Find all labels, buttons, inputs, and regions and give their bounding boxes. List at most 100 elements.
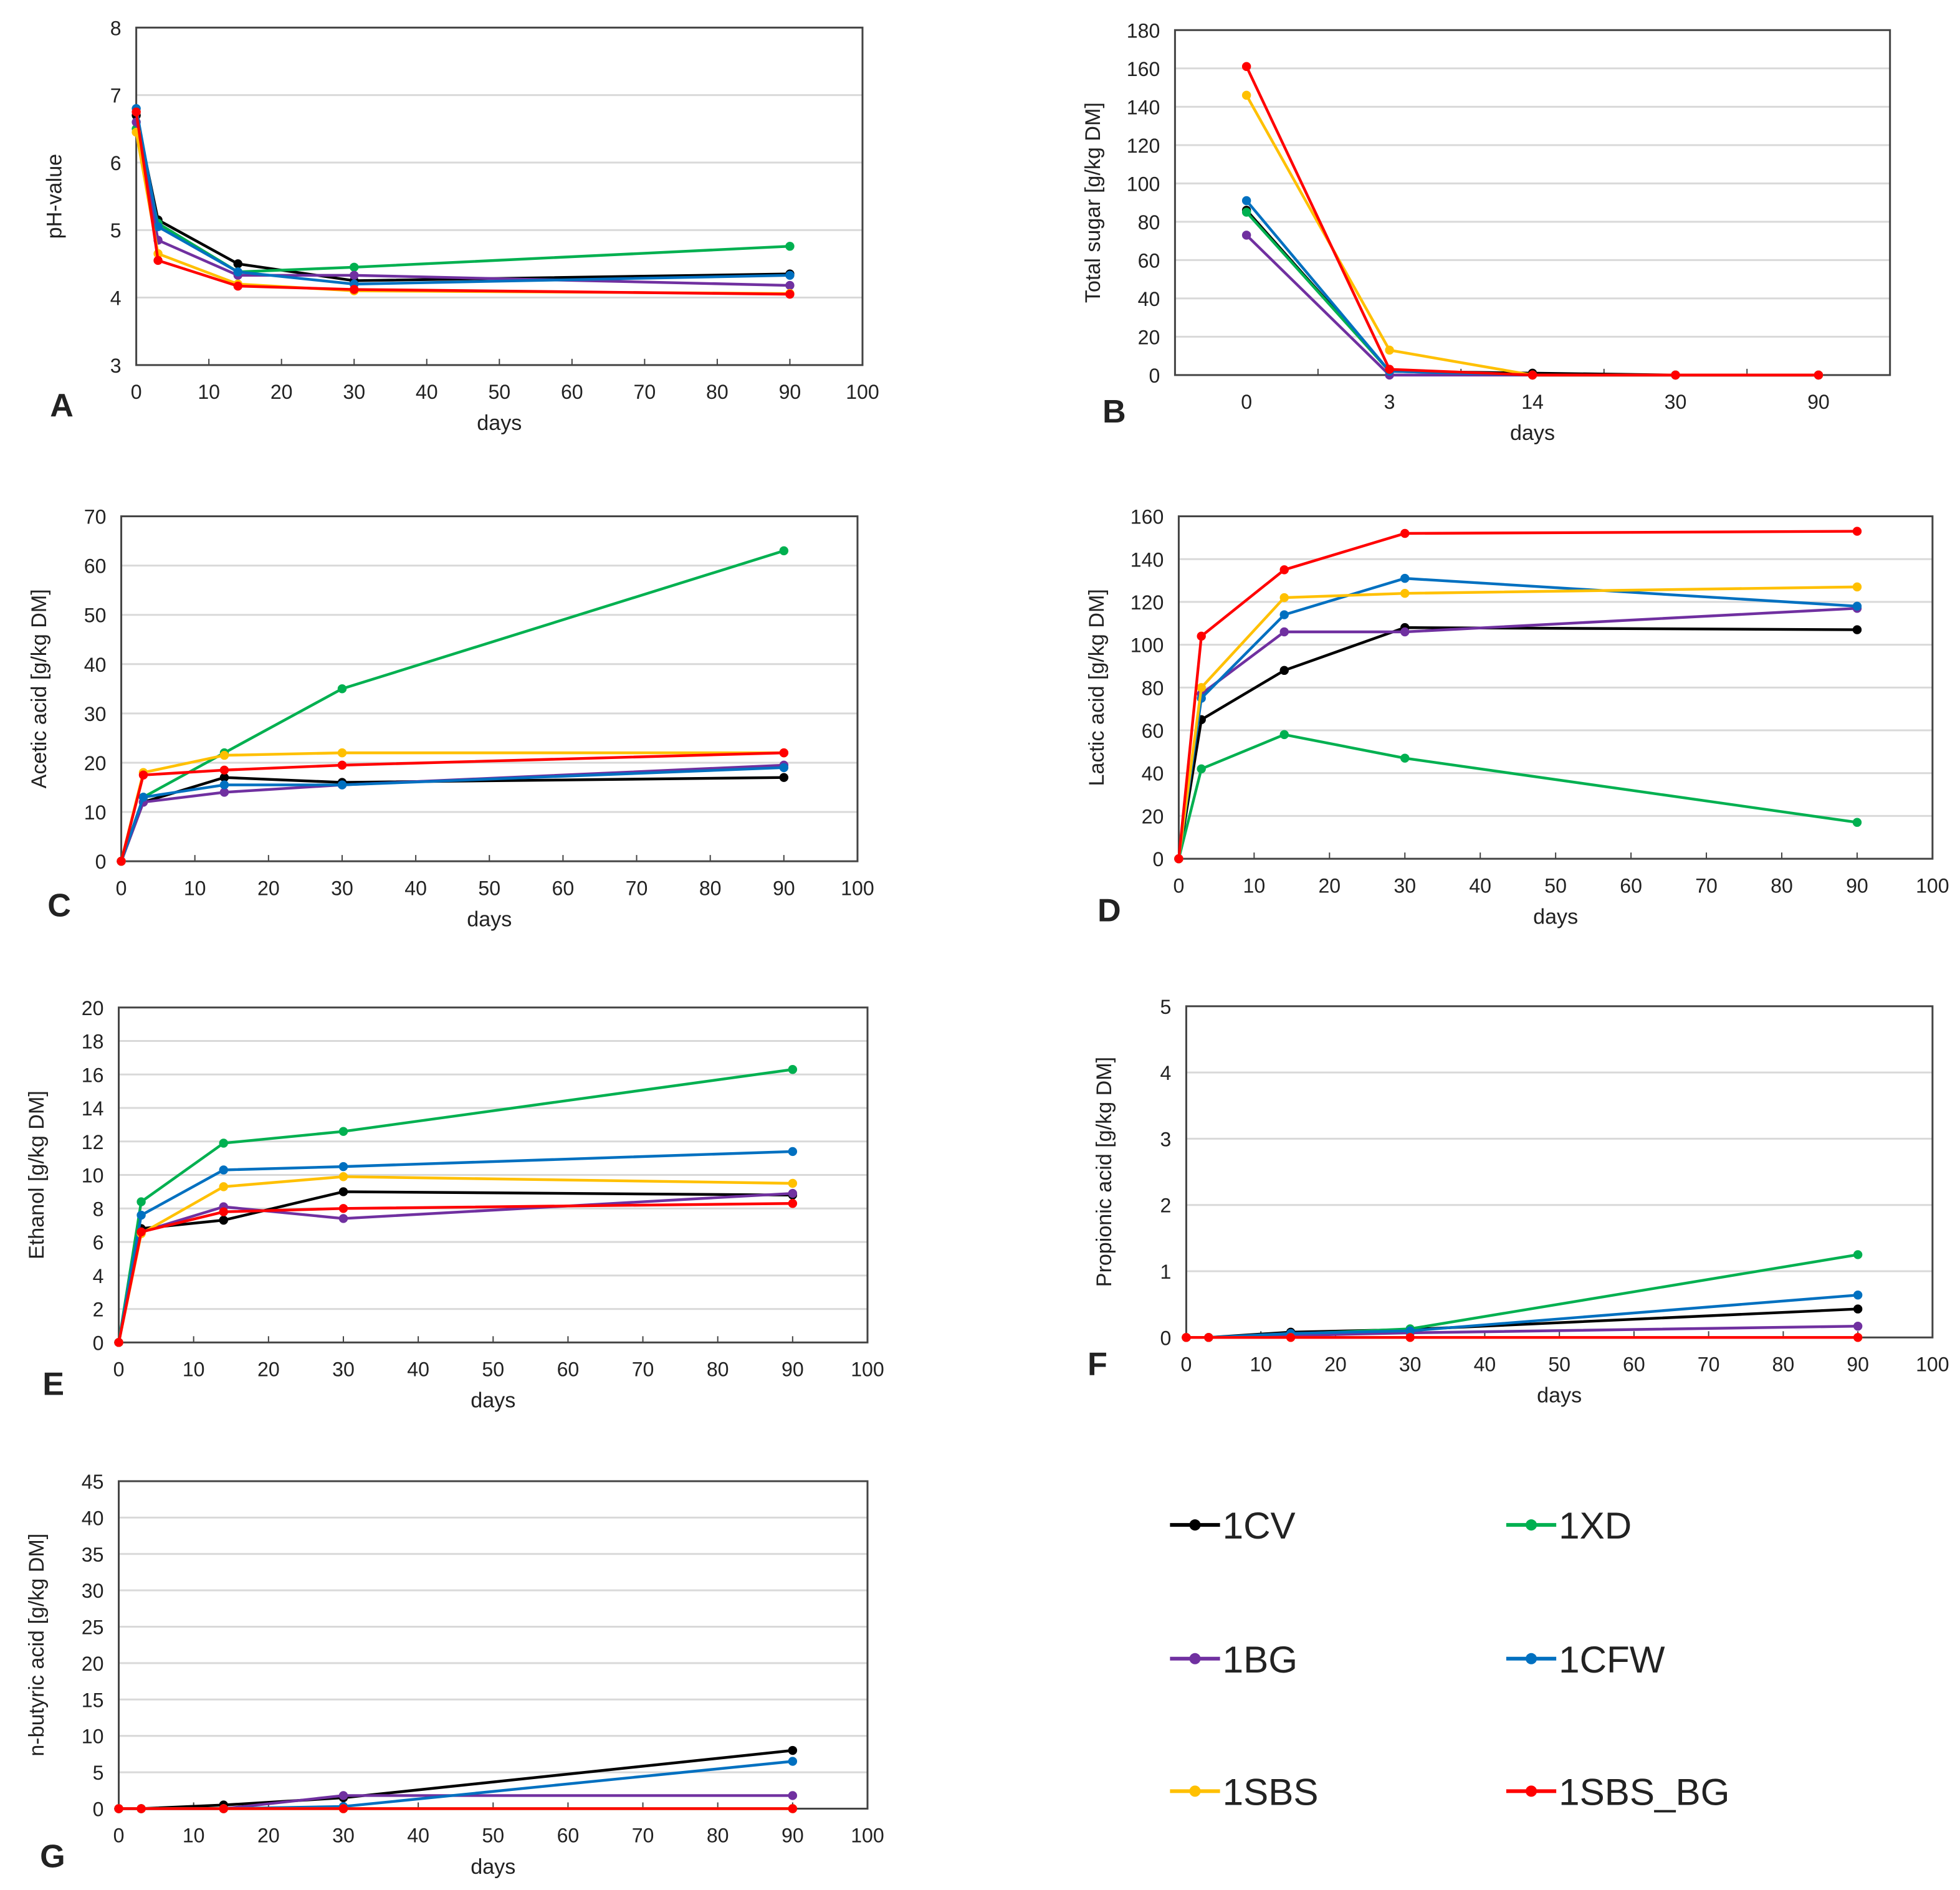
x-tick-label: 10 bbox=[183, 1825, 205, 1847]
x-tick-label: 100 bbox=[846, 381, 879, 403]
panel-letter: F bbox=[1088, 1346, 1107, 1382]
data-point-1CFW bbox=[788, 1757, 798, 1766]
x-axis-label: days bbox=[1533, 905, 1578, 928]
data-point-1SBS_BG bbox=[233, 281, 242, 291]
y-axis-label: n-butyric acid [g/kg DM] bbox=[25, 1534, 49, 1757]
x-tick-label: 100 bbox=[851, 1825, 884, 1847]
y-tick-label: 120 bbox=[1131, 591, 1164, 614]
data-point-1XD bbox=[1241, 208, 1251, 217]
y-tick-label: 60 bbox=[1138, 249, 1160, 272]
plot-frame bbox=[1174, 29, 1891, 376]
y-tick-label: 100 bbox=[1127, 173, 1160, 195]
legend-item-1CV: 1CV bbox=[1170, 1505, 1296, 1547]
series-line-1CV bbox=[135, 115, 790, 282]
y-tick-label: 0 bbox=[1160, 1327, 1172, 1349]
data-point-1BG bbox=[219, 788, 229, 797]
series-line-1SBS bbox=[117, 1175, 793, 1343]
data-point-1CFW bbox=[153, 222, 163, 232]
series-line-1XD bbox=[135, 128, 790, 274]
y-tick-label: 4 bbox=[1160, 1062, 1172, 1084]
x-tick-label: 20 bbox=[257, 1825, 280, 1847]
x-tick-label: 90 bbox=[773, 877, 795, 899]
x-tick-label: 80 bbox=[707, 1825, 729, 1847]
data-point-1SBS_BG bbox=[788, 1804, 798, 1813]
data-point-1CFW bbox=[1405, 1326, 1415, 1335]
series-line-1SBS_BG bbox=[1177, 530, 1857, 859]
data-point-1SBS bbox=[219, 1182, 228, 1191]
y-tick-label: 0 bbox=[1149, 365, 1160, 387]
data-point-1CV bbox=[338, 1187, 348, 1196]
x-tick-label: 30 bbox=[331, 877, 353, 899]
legend-label: 1SBS bbox=[1223, 1771, 1319, 1813]
x-tick-label: 20 bbox=[257, 877, 280, 899]
data-point-1CV bbox=[219, 1215, 228, 1225]
x-tick-label: 40 bbox=[1469, 874, 1491, 897]
y-tick-label: 18 bbox=[82, 1031, 104, 1053]
data-point-1SBS_BG bbox=[337, 760, 347, 770]
x-tick-label: 10 bbox=[183, 1358, 205, 1380]
data-point-1XD bbox=[338, 1127, 348, 1136]
data-point-1SBS_BG bbox=[338, 1804, 348, 1813]
x-tick-label: 40 bbox=[407, 1825, 429, 1847]
data-point-1BG bbox=[1279, 627, 1289, 637]
series-line-1CFW bbox=[120, 766, 784, 862]
x-tick-label: 14 bbox=[1521, 391, 1544, 413]
x-tick-label: 50 bbox=[482, 1358, 504, 1380]
data-point-1SBS_BG bbox=[1527, 370, 1537, 380]
x-axis-label: days bbox=[471, 1389, 515, 1413]
x-tick-label: 80 bbox=[1771, 874, 1793, 897]
y-axis-label: Total sugar [g/kg DM] bbox=[1081, 102, 1105, 303]
legend-item-1XD: 1XD bbox=[1506, 1505, 1632, 1547]
data-point-1SBS_BG bbox=[136, 1227, 146, 1237]
data-point-1CFW bbox=[233, 267, 242, 277]
data-point-1SBS bbox=[788, 1178, 798, 1188]
data-point-1BG bbox=[338, 1214, 348, 1223]
x-tick-label: 70 bbox=[1695, 874, 1718, 897]
x-tick-label: 80 bbox=[1772, 1353, 1795, 1375]
series-line-1BG bbox=[117, 1191, 793, 1343]
legend-label: 1XD bbox=[1559, 1505, 1632, 1547]
y-tick-label: 12 bbox=[82, 1131, 104, 1153]
data-point-1CV bbox=[219, 773, 229, 782]
x-tick-label: 70 bbox=[634, 381, 656, 403]
y-tick-label: 40 bbox=[82, 1507, 104, 1529]
x-tick-label: 80 bbox=[699, 877, 722, 899]
data-point-1SBS_BG bbox=[153, 255, 163, 265]
data-point-1CFW bbox=[785, 270, 795, 280]
y-tick-label: 120 bbox=[1127, 135, 1160, 157]
y-tick-label: 160 bbox=[1127, 58, 1160, 80]
x-axis-label: days bbox=[477, 411, 522, 435]
data-point-1BG bbox=[1853, 1322, 1863, 1331]
data-point-1SBS_BG bbox=[1182, 1333, 1191, 1342]
legend-marker bbox=[1189, 1785, 1201, 1797]
legend-marker bbox=[1526, 1653, 1537, 1664]
y-tick-label: 16 bbox=[82, 1064, 104, 1086]
x-tick-label: 100 bbox=[841, 877, 874, 899]
data-point-1XD bbox=[1400, 753, 1410, 763]
legend-marker bbox=[1189, 1653, 1201, 1664]
x-tick-label: 90 bbox=[1847, 1353, 1869, 1375]
y-axis-label: pH-value bbox=[42, 154, 66, 239]
legend-label: 1BG bbox=[1223, 1639, 1298, 1681]
data-point-1BG bbox=[785, 280, 795, 290]
x-tick-label: 50 bbox=[482, 1825, 504, 1847]
series-line-1SBS_BG bbox=[135, 112, 790, 296]
plot-frame bbox=[118, 1480, 869, 1810]
data-point-1CV bbox=[1852, 625, 1862, 634]
y-tick-label: 3 bbox=[110, 355, 122, 377]
x-tick-label: 10 bbox=[1250, 1353, 1272, 1375]
data-point-1SBS bbox=[1400, 588, 1410, 598]
panel-letter: A bbox=[50, 388, 74, 424]
series-line-1CFW bbox=[1245, 199, 1819, 377]
data-point-1XD bbox=[219, 1138, 228, 1148]
x-tick-label: 90 bbox=[1846, 874, 1868, 897]
y-tick-label: 5 bbox=[93, 1762, 104, 1784]
data-point-1CFW bbox=[779, 763, 789, 773]
plot-frame bbox=[1185, 1005, 1934, 1339]
x-tick-label: 100 bbox=[1916, 874, 1949, 897]
y-tick-label: 50 bbox=[84, 604, 107, 627]
panel-G: 0 5 10 15 20 25 30 35 40 45 0 10 20 30 40 50 60 70 80 90 100… bbox=[25, 1471, 884, 1879]
legend: 1CV 1XD 1BG 1CFW 1SBS 1SBS_BG bbox=[1170, 1505, 1729, 1813]
y-tick-label: 20 bbox=[1142, 805, 1164, 828]
